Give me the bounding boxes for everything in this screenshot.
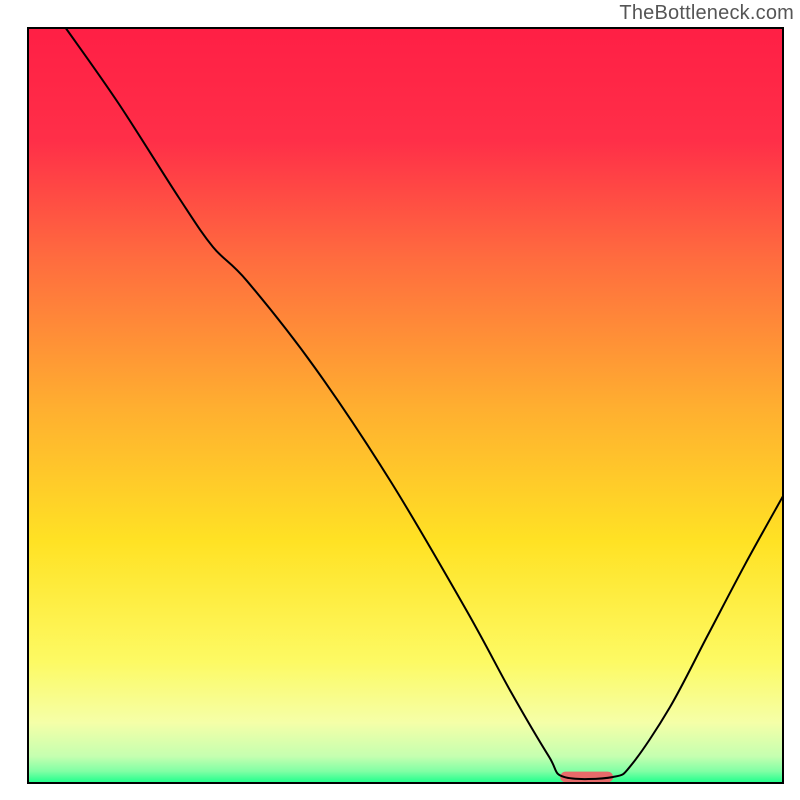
gradient-band [28, 772, 783, 784]
bottleneck-chart: TheBottleneck.com [0, 0, 800, 800]
gradient-band [28, 723, 783, 757]
watermark-text: TheBottleneck.com [619, 2, 794, 25]
chart-svg [0, 0, 800, 800]
gradient-band [28, 28, 783, 142]
gradient-band [28, 255, 783, 407]
gradient-band [28, 541, 783, 662]
gradient-band [28, 662, 783, 723]
gradient-band [28, 757, 783, 773]
gradient-band [28, 141, 783, 255]
gradient-band [28, 406, 783, 542]
